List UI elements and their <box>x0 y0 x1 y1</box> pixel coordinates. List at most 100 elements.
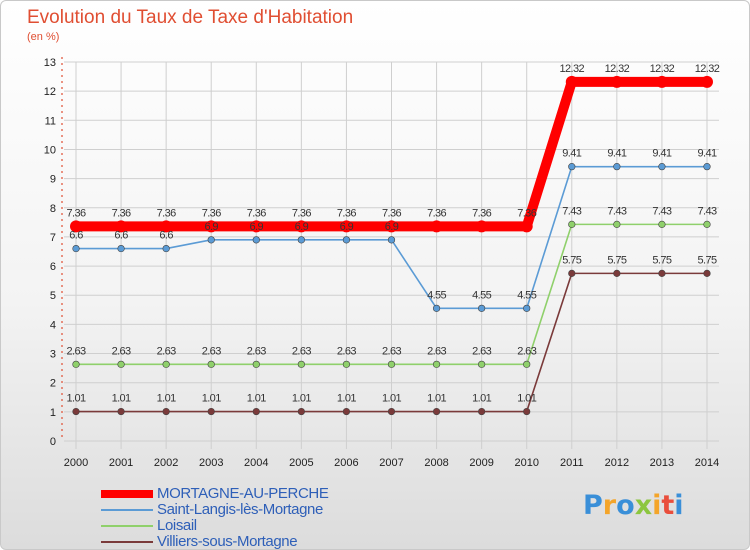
data-point <box>568 163 576 171</box>
data-label: 4.55 <box>472 289 491 301</box>
x-tick-label: 2005 <box>289 457 313 469</box>
data-label: 9.41 <box>697 148 716 160</box>
data-label: 1.01 <box>382 393 401 405</box>
data-point <box>117 244 125 253</box>
chart-subtitle: (en %) <box>27 31 60 43</box>
data-label: 6.9 <box>385 221 399 233</box>
logo-letter: i <box>674 490 684 521</box>
data-label: 9.41 <box>562 148 581 160</box>
legend-swatch <box>101 509 153 511</box>
legend-label: MORTAGNE-AU-PERCHE <box>157 485 329 502</box>
data-point <box>475 220 488 233</box>
data-point <box>117 360 125 368</box>
data-point <box>430 220 443 233</box>
data-label: 7.36 <box>66 207 85 219</box>
logo-letter: r <box>602 490 617 521</box>
data-label: 2.63 <box>112 345 131 357</box>
data-label: 2.63 <box>247 345 266 357</box>
data-label: 2.63 <box>66 345 85 357</box>
data-point <box>297 360 305 368</box>
data-point <box>520 220 533 233</box>
data-point <box>252 236 260 244</box>
data-point <box>432 360 441 368</box>
data-point <box>655 75 668 88</box>
logo-letter: P <box>583 490 603 521</box>
data-label: 1.01 <box>157 393 176 405</box>
data-label: 12.32 <box>650 63 675 75</box>
logo-letter: t <box>661 490 675 521</box>
data-label: 5.75 <box>607 254 626 266</box>
data-point <box>610 75 623 88</box>
data-point <box>658 163 666 171</box>
data-label: 7.43 <box>652 205 671 217</box>
data-points <box>70 75 713 416</box>
y-tick-label: 5 <box>50 290 56 302</box>
x-tick-label: 2012 <box>605 457 629 469</box>
data-point <box>250 220 263 233</box>
x-tick-label: 2006 <box>334 457 358 469</box>
data-point <box>613 163 621 171</box>
data-point <box>72 360 80 368</box>
y-tick-label: 11 <box>45 115 56 127</box>
data-label: 2.63 <box>292 345 311 357</box>
data-point <box>478 407 486 416</box>
y-tick-label: 12 <box>44 86 56 98</box>
data-label: 6.6 <box>114 230 128 242</box>
data-label: 1.01 <box>247 393 266 405</box>
data-point <box>297 236 305 244</box>
chart-title: Evolution du Taux de Taxe d'Habitation <box>27 7 354 28</box>
data-point <box>160 220 173 233</box>
data-point <box>658 220 666 228</box>
y-tick-label: 8 <box>50 203 56 215</box>
data-point <box>295 220 308 233</box>
y-tick-label: 9 <box>50 174 56 186</box>
data-point <box>162 360 170 368</box>
data-point <box>115 220 128 233</box>
data-label: 7.36 <box>337 207 356 219</box>
legend-swatch <box>101 541 153 543</box>
y-tick-label: 0 <box>50 436 56 448</box>
data-point <box>568 269 576 277</box>
y-tick-label: 10 <box>44 144 56 156</box>
data-label: 6.9 <box>250 221 264 233</box>
data-label: 7.43 <box>562 205 581 217</box>
x-tick-label: 2000 <box>64 457 88 469</box>
data-label: 2.63 <box>472 345 491 357</box>
grid-lines <box>64 61 719 449</box>
data-point <box>252 360 260 368</box>
legend-label: Saint-Langis-lès-Mortagne <box>157 501 323 518</box>
data-label: 6.9 <box>295 221 309 233</box>
logo-letter: o <box>616 490 635 521</box>
data-label: 7.36 <box>112 207 131 219</box>
data-point <box>207 236 215 244</box>
data-label: 7.36 <box>382 207 401 219</box>
data-point <box>207 407 215 416</box>
data-point <box>342 360 351 368</box>
data-label: 9.41 <box>607 148 626 160</box>
data-label: 9.41 <box>652 148 671 160</box>
data-label: 2.63 <box>427 345 446 357</box>
data-point <box>117 407 125 416</box>
data-point <box>385 220 398 233</box>
data-label: 2.63 <box>517 345 536 357</box>
data-point <box>523 407 531 416</box>
data-point <box>568 220 576 228</box>
data-point <box>162 244 170 253</box>
data-label: 2.63 <box>202 345 221 357</box>
data-label: 5.75 <box>562 254 581 266</box>
x-tick-label: 2008 <box>424 457 448 469</box>
data-label: 1.01 <box>472 393 491 405</box>
data-label: 12.32 <box>560 63 585 75</box>
y-tick-label: 13 <box>44 57 56 69</box>
x-tick-label: 2011 <box>560 457 584 469</box>
data-label: 6.6 <box>159 230 173 242</box>
data-label: 1.01 <box>202 393 221 405</box>
data-label: 7.36 <box>247 207 266 219</box>
data-point <box>70 220 82 233</box>
data-label: 5.75 <box>697 254 716 266</box>
data-label: 1.01 <box>292 393 311 405</box>
data-label: 1.01 <box>66 393 85 405</box>
data-label: 1.01 <box>517 393 536 405</box>
data-point <box>478 360 486 368</box>
